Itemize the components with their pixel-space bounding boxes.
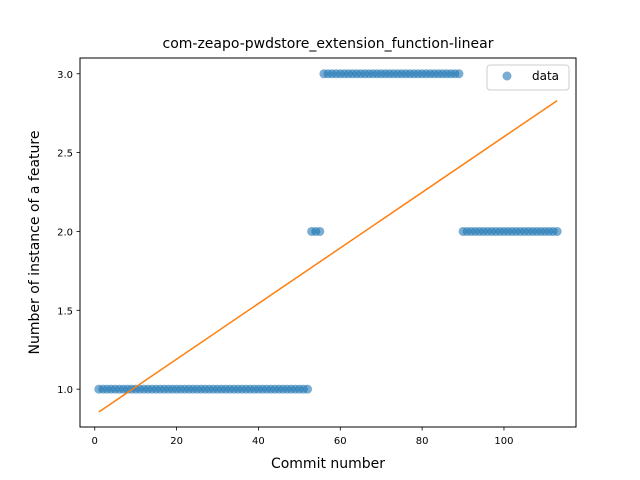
plot-area bbox=[94, 69, 562, 413]
y-tick-label: 3.0 bbox=[57, 70, 73, 81]
data-point bbox=[315, 226, 325, 236]
y-tick-label: 1.5 bbox=[57, 306, 73, 317]
axes-frame bbox=[79, 57, 577, 428]
x-tick-label: 100 bbox=[494, 436, 513, 447]
y-tick-label: 2.0 bbox=[57, 227, 73, 238]
y-axis-label: Number of instance of a feature bbox=[27, 131, 43, 355]
y-axis-ticks: 1.0 1.5 2.0 2.5 3.0 bbox=[57, 70, 80, 396]
legend-marker-data bbox=[502, 71, 512, 81]
data-point bbox=[454, 69, 464, 79]
x-axis-ticks: 0 20 40 60 80 100 bbox=[92, 427, 514, 447]
x-tick-label: 0 bbox=[92, 436, 98, 447]
x-tick-label: 80 bbox=[416, 436, 429, 447]
y-tick-label: 1.0 bbox=[57, 385, 73, 396]
legend-box bbox=[486, 64, 570, 91]
chart-title: com-zeapo-pwdstore_extension_function-li… bbox=[163, 36, 494, 52]
x-axis-label: Commit number bbox=[271, 456, 385, 472]
x-tick-label: 60 bbox=[334, 436, 347, 447]
y-tick-label: 2.5 bbox=[57, 149, 73, 160]
legend-label-data: data bbox=[532, 69, 559, 83]
linear-fit-line bbox=[98, 99, 558, 413]
data-point bbox=[552, 226, 562, 236]
data-point bbox=[303, 384, 313, 394]
x-tick-label: 20 bbox=[170, 436, 183, 447]
x-tick-label: 40 bbox=[252, 436, 265, 447]
legend: data bbox=[486, 64, 570, 91]
